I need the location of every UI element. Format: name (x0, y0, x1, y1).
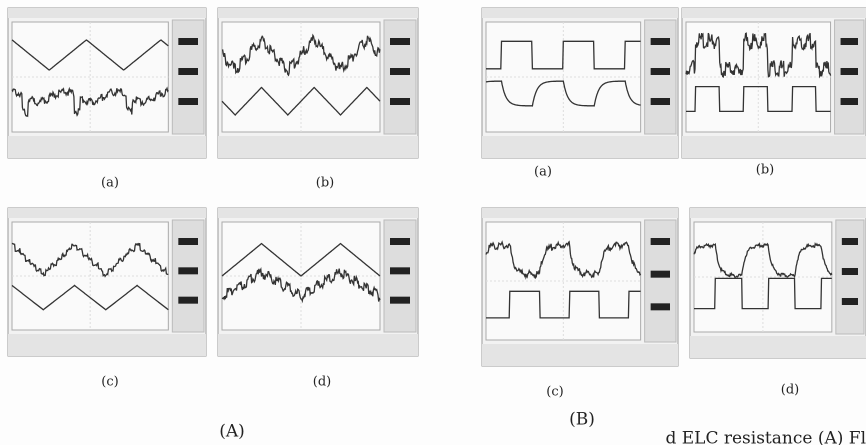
menu-button (178, 98, 198, 105)
bottom-bar (8, 334, 206, 356)
menu-button (390, 68, 410, 75)
side-menu (384, 20, 416, 134)
menu-button (178, 267, 198, 274)
bottom-bar (218, 334, 418, 356)
bottom-bar (8, 136, 206, 158)
menu-button (178, 38, 198, 45)
menu-button (178, 238, 198, 245)
panel-label: (d) (781, 383, 799, 398)
menu-button (651, 271, 670, 278)
menu-button (651, 38, 670, 45)
top-bar (482, 8, 678, 18)
scope-screenshot (682, 8, 866, 158)
top-bar (690, 208, 866, 218)
panel-label: (c) (546, 385, 563, 400)
menu-button (651, 68, 670, 75)
side-menu (384, 220, 416, 332)
bottom-bar (482, 136, 678, 158)
menu-button (842, 238, 858, 245)
menu-button (178, 68, 198, 75)
menu-button (651, 238, 670, 245)
scope-screenshot (8, 8, 206, 158)
side-menu (172, 220, 204, 332)
menu-button (841, 38, 858, 45)
panel-label: (a) (101, 176, 119, 191)
menu-button (390, 238, 410, 245)
menu-button (842, 298, 858, 305)
menu-button (390, 98, 410, 105)
side-menu (645, 20, 676, 134)
panel-label: (d) (313, 375, 331, 390)
menu-button (390, 267, 410, 274)
top-bar (8, 208, 206, 218)
side-menu (836, 220, 864, 334)
bottom-bar (218, 136, 418, 158)
menu-button (841, 68, 858, 75)
scope-screenshot (482, 208, 678, 366)
side-menu (172, 20, 204, 134)
panel-label: (b) (316, 176, 334, 191)
scope-screenshot (8, 208, 206, 356)
caption-fragment: d ELC resistance (A) Fl (665, 429, 866, 445)
top-bar (218, 8, 418, 18)
bottom-bar (690, 336, 866, 358)
panel-label: (a) (534, 165, 552, 180)
side-menu (835, 20, 864, 134)
top-bar (218, 208, 418, 218)
menu-button (842, 268, 858, 275)
menu-button (651, 98, 670, 105)
bottom-bar (482, 344, 678, 366)
group-label: (B) (569, 410, 595, 430)
scope-screenshot (218, 208, 418, 356)
menu-button (390, 297, 410, 304)
top-bar (8, 8, 206, 18)
menu-button (651, 303, 670, 310)
bottom-bar (682, 136, 866, 158)
scope-screenshot (482, 8, 678, 158)
panel-label: (b) (756, 163, 774, 178)
menu-button (178, 297, 198, 304)
figure: (a) (b) (c) (d) (A) (a) (b) (c) (d) (B) … (0, 0, 866, 445)
menu-button (841, 98, 858, 105)
panel-label: (c) (101, 375, 118, 390)
top-bar (482, 208, 678, 218)
menu-button (390, 38, 410, 45)
group-label: (A) (219, 422, 245, 442)
scope-screenshot (218, 8, 418, 158)
top-bar (682, 8, 866, 18)
scope-screenshot (690, 208, 866, 358)
